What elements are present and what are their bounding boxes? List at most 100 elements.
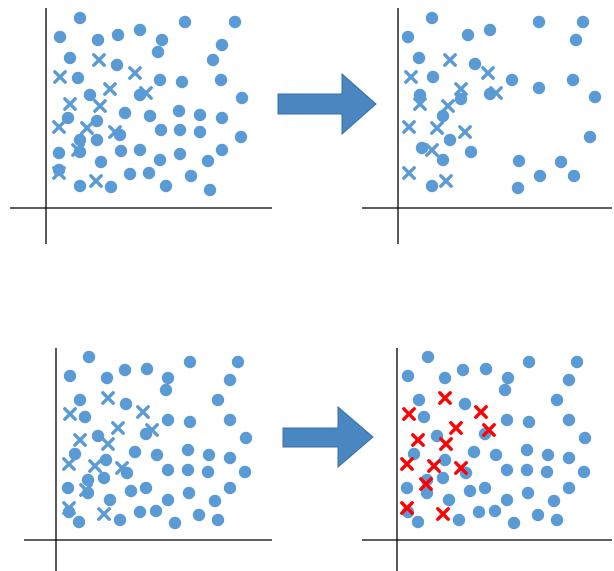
- cross-point: [402, 166, 416, 180]
- circle-point: [208, 494, 222, 508]
- cross-point: [62, 457, 76, 471]
- circle-point: [153, 153, 167, 167]
- circle-point: [104, 180, 118, 194]
- circle-point: [498, 383, 512, 397]
- circle-point: [175, 75, 189, 89]
- circle-point: [223, 481, 237, 495]
- cross-point: [449, 421, 463, 435]
- circle-point: [401, 369, 415, 383]
- cross-point: [79, 483, 93, 497]
- circle-point: [488, 504, 502, 518]
- circle-point: [201, 154, 215, 168]
- circle-point: [211, 513, 225, 527]
- circle-point: [119, 397, 133, 411]
- circle-point: [412, 51, 426, 65]
- circle-point: [567, 169, 581, 183]
- circle-point: [520, 463, 534, 477]
- circle-point: [550, 393, 564, 407]
- circle-point: [91, 429, 105, 443]
- circle-point: [100, 371, 114, 385]
- cross-point: [62, 501, 76, 515]
- circle-point: [461, 28, 475, 42]
- circle-point: [73, 133, 87, 147]
- circle-point: [140, 362, 154, 376]
- circle-point: [183, 355, 197, 369]
- circle-point: [554, 155, 568, 169]
- axes-group: [10, 8, 612, 571]
- circle-point: [577, 465, 591, 479]
- circle-point: [155, 33, 169, 47]
- circle-point: [71, 71, 85, 85]
- circle-point: [143, 109, 157, 123]
- circle-point: [153, 73, 167, 87]
- circle-point: [192, 508, 206, 522]
- circle-point: [483, 23, 497, 37]
- circle-point: [436, 153, 450, 167]
- circle-point: [53, 30, 67, 44]
- cross-point: [454, 82, 468, 96]
- circle-point: [511, 181, 525, 195]
- circle-point: [576, 15, 590, 29]
- circle-point: [569, 33, 583, 47]
- circle-point: [570, 355, 584, 369]
- cross-point: [63, 97, 77, 111]
- cross-point: [88, 459, 102, 473]
- circle-point: [223, 413, 237, 427]
- circle-point: [583, 130, 597, 144]
- circle-point: [111, 28, 125, 42]
- circle-point: [438, 371, 452, 385]
- circle-point: [417, 410, 431, 424]
- circle-point: [507, 516, 521, 530]
- circle-point: [505, 73, 519, 87]
- cross-point: [404, 70, 418, 84]
- circle-point: [412, 393, 426, 407]
- circle-point: [452, 513, 466, 527]
- circle-point: [228, 15, 242, 29]
- circle-point: [181, 443, 195, 457]
- circle-point: [124, 484, 138, 498]
- cross-point: [400, 457, 414, 471]
- circle-point: [183, 415, 197, 429]
- cross-point: [425, 143, 439, 157]
- arrows-group: [277, 72, 377, 469]
- circle-point: [133, 505, 147, 519]
- circle-point: [489, 448, 503, 462]
- circle-point: [501, 371, 515, 385]
- circle-point: [83, 88, 97, 102]
- circle-point: [425, 179, 439, 193]
- cross-point: [97, 507, 111, 521]
- circle-point: [133, 23, 147, 37]
- cross-point: [436, 507, 450, 521]
- circle-point: [172, 104, 186, 118]
- circle-point: [118, 106, 132, 120]
- cross-point: [439, 174, 453, 188]
- circle-point: [173, 147, 187, 161]
- circle-point: [401, 30, 415, 44]
- circle-point: [454, 92, 468, 106]
- circle-point: [150, 448, 164, 462]
- circle-point: [97, 471, 111, 485]
- cross-point: [441, 99, 455, 113]
- circle-point: [588, 90, 602, 104]
- circle-point: [407, 447, 421, 461]
- cross-point: [71, 143, 85, 157]
- circle-point: [426, 70, 440, 84]
- circle-point: [235, 91, 249, 105]
- cross-point: [101, 437, 115, 451]
- circle-point: [68, 447, 82, 461]
- circle-point: [411, 515, 425, 529]
- circle-point: [82, 350, 96, 364]
- circle-point: [541, 448, 555, 462]
- cross-point: [439, 437, 453, 451]
- circle-point: [113, 513, 127, 527]
- circle-point: [211, 393, 225, 407]
- circle-point: [161, 463, 175, 477]
- circle-point: [438, 453, 452, 467]
- circle-point: [182, 486, 196, 500]
- circle-point: [566, 73, 580, 87]
- circle-point: [442, 493, 456, 507]
- circle-point: [73, 11, 87, 25]
- circle-point: [472, 505, 486, 519]
